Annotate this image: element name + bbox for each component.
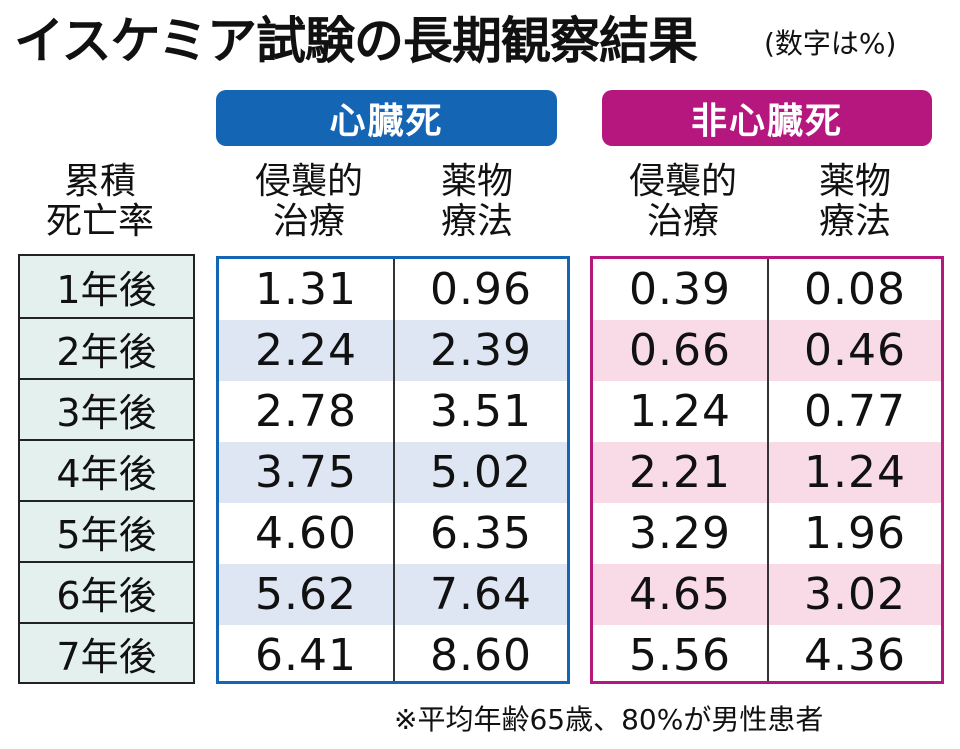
value-cell-cardiac: 2.78 — [255, 386, 357, 437]
row-label: 6年後 — [20, 561, 193, 622]
value-cell-cardiac: 1.31 — [255, 264, 357, 315]
value-cell-cardiac: 6.35 — [430, 508, 532, 559]
value-cell-noncardiac: 0.46 — [804, 325, 906, 376]
value-cell-cardiac: 5.62 — [255, 569, 357, 620]
group-header-cardiac: 心臓死 — [216, 90, 557, 146]
row-label: 1年後 — [56, 268, 157, 312]
value-cell-cardiac: 8.60 — [430, 630, 532, 681]
column-header-cardiac-drug: 薬物 療法 — [440, 161, 513, 242]
unit-note: (数字は%) — [764, 27, 897, 60]
value-cell-noncardiac: 1.24 — [629, 386, 731, 437]
value-cell-noncardiac: 3.02 — [804, 569, 906, 620]
value-cell-cardiac: 6.41 — [255, 630, 357, 681]
value-cell-cardiac: 2.24 — [255, 325, 357, 376]
value-cell-noncardiac: 0.08 — [804, 264, 906, 315]
footnote: ※平均年齢65歳、80%が男性患者 — [394, 703, 824, 736]
value-cell-noncardiac: 0.77 — [804, 386, 906, 437]
row-header-cumulative-mortality: 累積 死亡率 — [45, 161, 154, 242]
row-label: 3年後 — [20, 378, 193, 439]
group-header-noncardiac: 非心臓死 — [602, 90, 932, 146]
value-cell-cardiac: 7.64 — [430, 569, 532, 620]
table-cardiac: 1.31 2.24 2.78 3.75 4.60 5.62 6.41 0.96 2.39 3.51… — [216, 256, 570, 684]
value-cell-noncardiac: 0.39 — [629, 264, 731, 315]
value-cell-noncardiac: 0.66 — [629, 325, 731, 376]
value-cell-noncardiac: 1.24 — [804, 447, 906, 498]
page-title: イスケミア試験の長期観察結果 — [14, 12, 698, 70]
column-header-noncardiac-invasive: 侵襲的 治療 — [628, 161, 737, 242]
row-label: 5年後 — [20, 500, 193, 561]
row-label: 7年後 — [20, 622, 193, 683]
value-cell-noncardiac: 1.96 — [804, 508, 906, 559]
row-labels: 1年後 2年後 3年後 4年後 5年後 6年後 7年後 — [18, 254, 195, 684]
value-cell-cardiac: 3.75 — [255, 447, 357, 498]
column-header-cardiac-invasive: 侵襲的 治療 — [254, 161, 363, 242]
value-cell-cardiac: 2.39 — [430, 325, 532, 376]
value-cell-noncardiac: 3.29 — [629, 508, 731, 559]
column-divider — [767, 259, 769, 681]
row-label: 2年後 — [20, 317, 193, 378]
value-cell-noncardiac: 2.21 — [629, 447, 731, 498]
column-header-noncardiac-drug: 薬物 療法 — [818, 161, 891, 242]
value-cell-cardiac: 5.02 — [430, 447, 532, 498]
column-divider — [393, 259, 395, 681]
value-cell-cardiac: 0.96 — [430, 264, 532, 315]
value-cell-noncardiac: 4.36 — [804, 630, 906, 681]
value-cell-noncardiac: 5.56 — [629, 630, 731, 681]
value-cell-noncardiac: 4.65 — [629, 569, 731, 620]
value-cell-cardiac: 3.51 — [430, 386, 532, 437]
value-cell-cardiac: 4.60 — [255, 508, 357, 559]
row-label: 4年後 — [20, 439, 193, 500]
table-noncardiac: 0.39 0.66 1.24 2.21 3.29 4.65 5.56 0.08 0.46 0.77… — [590, 256, 944, 684]
